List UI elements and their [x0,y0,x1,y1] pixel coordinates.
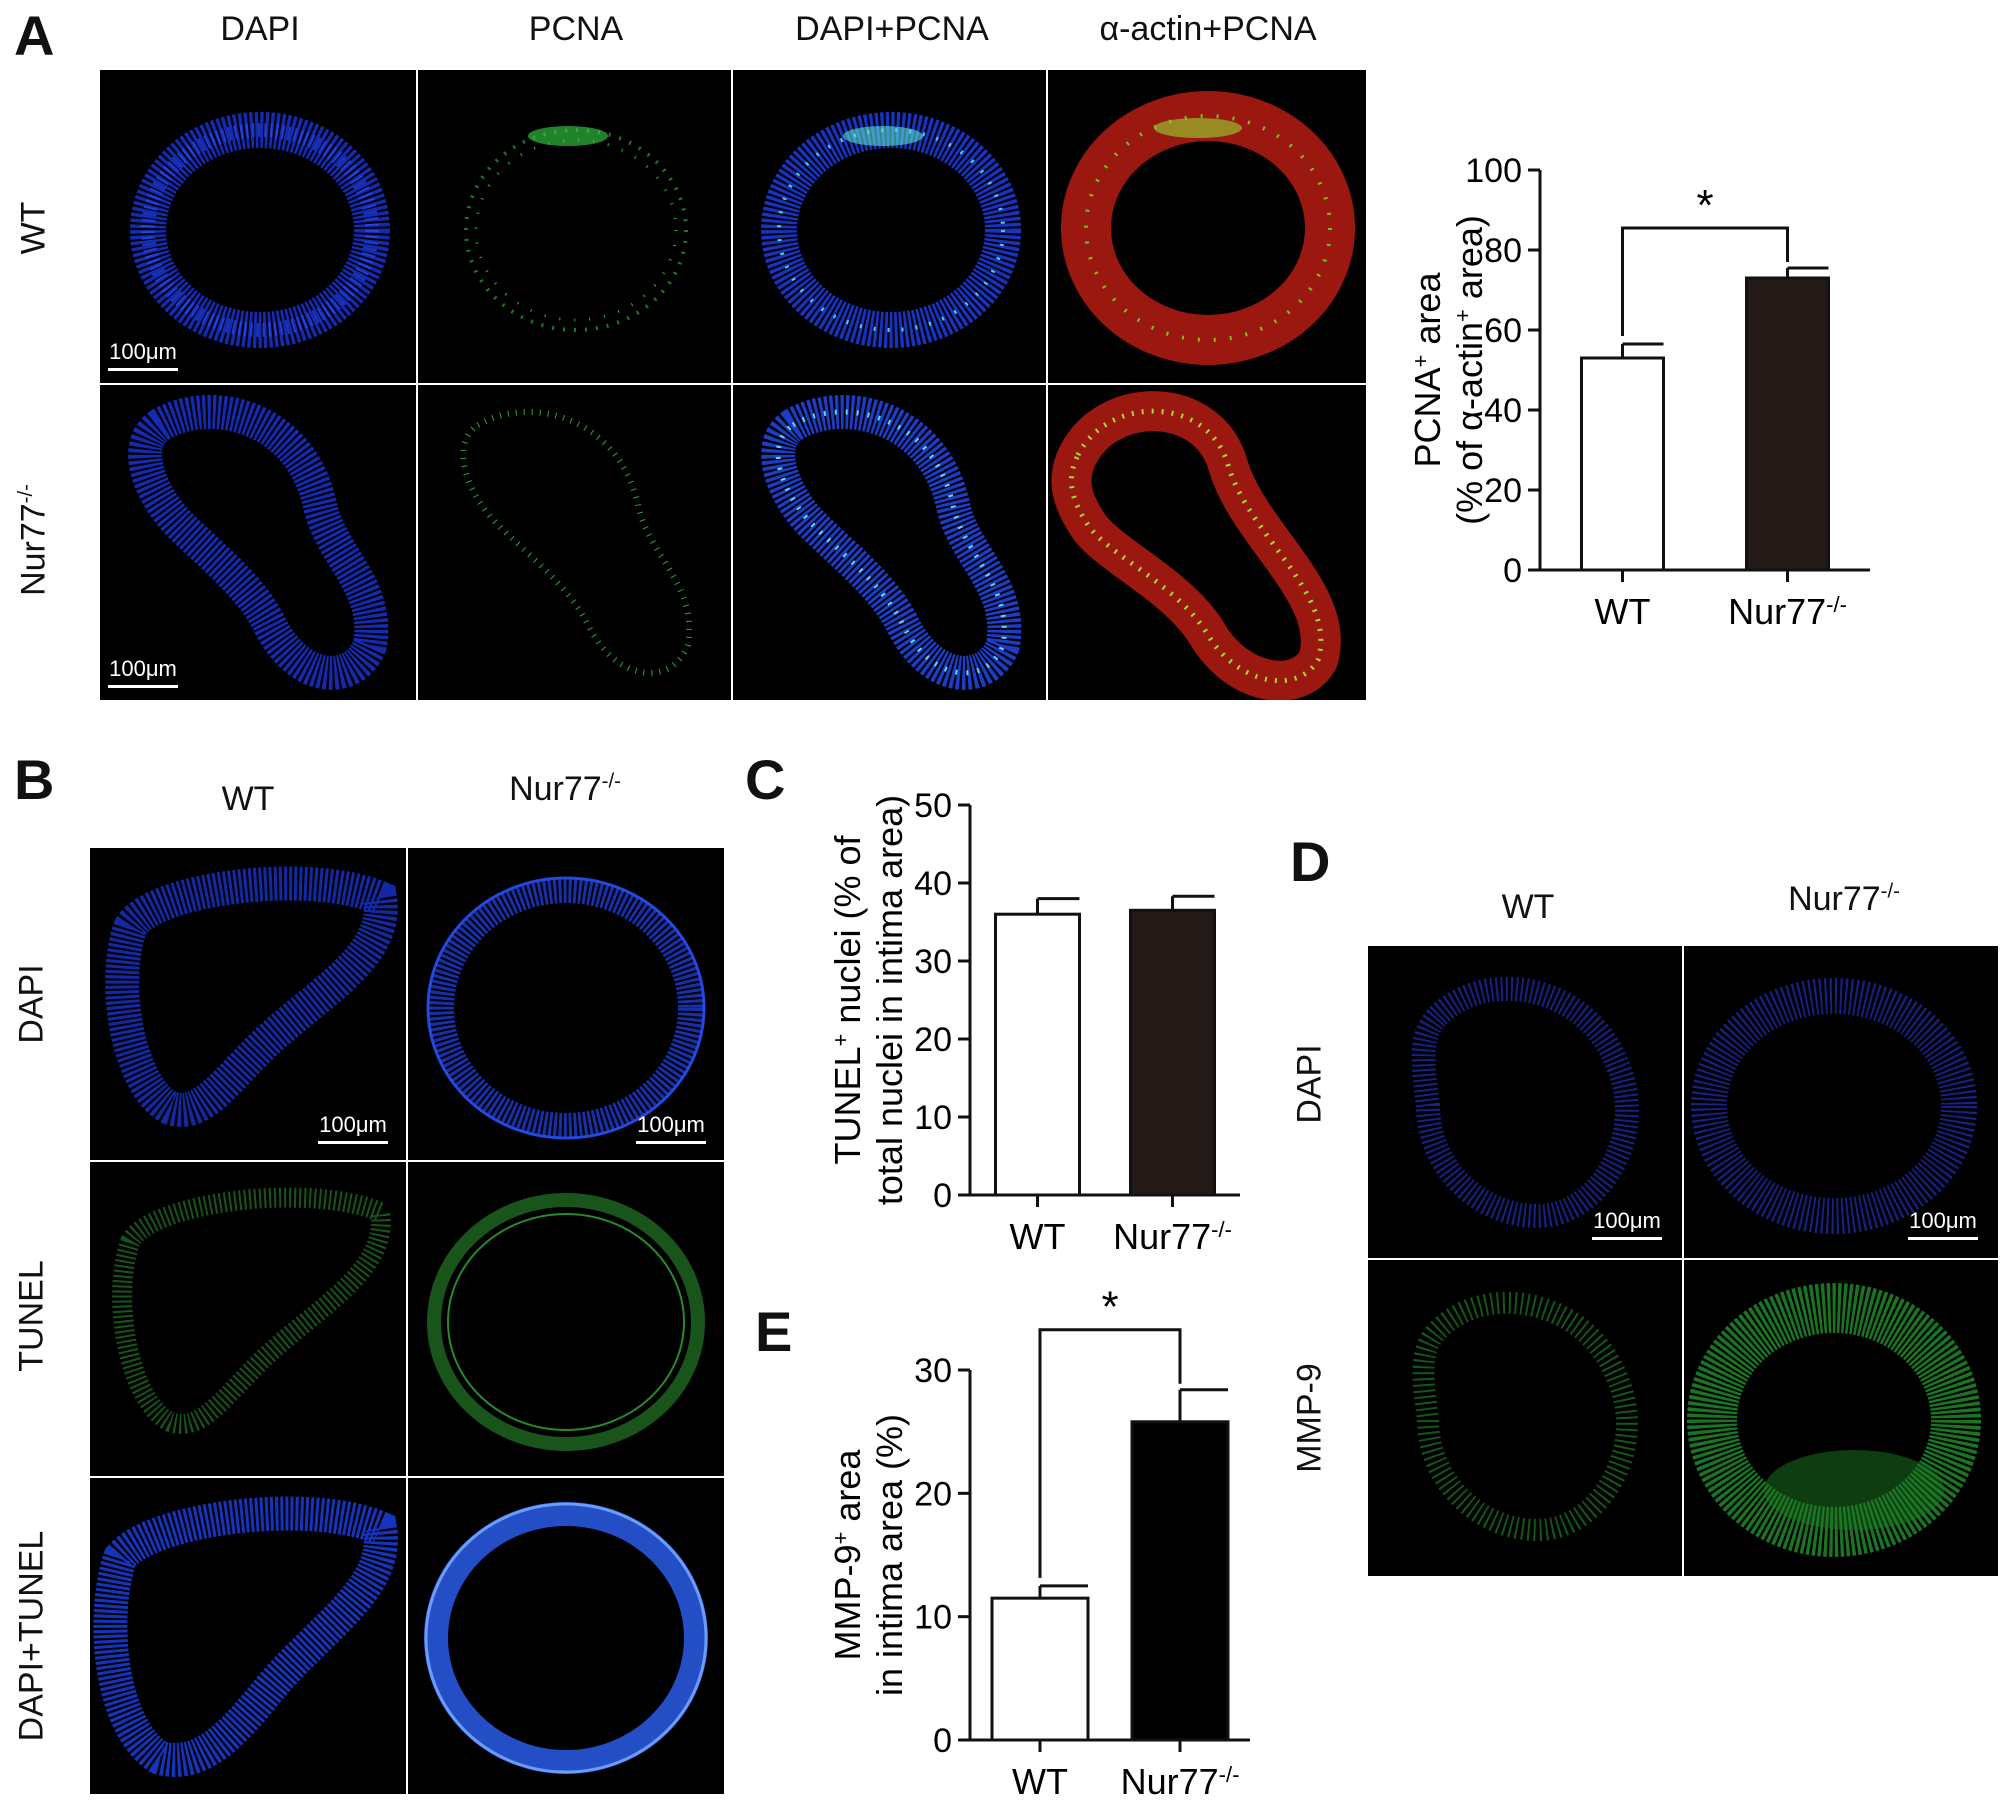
panel-c-bar-chart: 0 10 20 30 40 50 WT Nur77-/- TUNEL+ nuclei (% of… [800,760,1270,1280]
chart-c-y-axis-label: TUNEL+ nuclei (% oftotal nuclei in intim… [827,795,910,1205]
panel-a-letter: A [14,4,55,67]
panel-a-chart-svg: 0 20 40 60 80 100 WT Nur77-/- PCNA+ area(% of α-… [1407,152,1870,632]
panel-b-wt-scale-bar: 100μm [318,1112,388,1144]
panel-a-wt-pcna-image [418,70,731,383]
chart-e-significance-bracket [1038,1328,1182,1578]
chart-a-x-tick-label: Nur77-/- [1728,591,1847,632]
panel-a-wt-actin-image [1048,70,1366,383]
chart-e-bar-1 [1130,1420,1230,1742]
panel-b-row-dapi: DAPI [12,964,51,1044]
panel-d-wt-dapi-image: 100μm [1368,946,1682,1258]
panel-a-image-grid: 100μm 100μm [100,70,1366,700]
chart-e-y-tick-label: 20 [914,1475,952,1513]
panel-a-wt-merge-image [733,70,1046,383]
chart-e-bar-0 [990,1596,1090,1742]
chart-a-y-tick-label: 60 [1484,312,1522,350]
panel-d-col-nur77: Nur77-/- [1788,880,1900,918]
chart-c-y-tick-label: 40 [914,865,952,903]
chart-a-x-tick-label: WT [1595,591,1651,632]
panel-a-wt-scale-bar: 100μm [108,339,178,371]
panel-d-row-dapi: DAPI [1290,1044,1329,1124]
panel-a-nur77-actin-image [1048,385,1366,700]
chart-e-significance-star: * [1101,1283,1118,1332]
panel-a-wt-dapi-image: 100μm [100,70,416,383]
chart-a-y-tick-label: 80 [1484,232,1522,270]
chart-e-x-tick-label: WT [1012,1761,1068,1802]
panel-b-row-dapi-tunel: DAPI+TUNEL [12,1530,51,1742]
chart-a-y-axis-label: PCNA+ area(% of α-actin+ area) [1407,215,1490,525]
panel-d-col-wt: WT [1501,888,1555,926]
panel-a-col-pcna: PCNA [528,10,624,48]
panel-d-image-grid: 100μm 100μm [1368,946,1998,1576]
chart-c-x-tick-label: Nur77-/- [1113,1216,1232,1257]
chart-c-y-tick-label: 20 [914,1021,952,1059]
panel-d-letter: D [1290,830,1331,893]
panel-d-nur77-scale-bar: 100μm [1908,1208,1978,1240]
chart-e-plot: 0 10 20 30 WT Nur77-/- MMP-9+ areain intima ar… [827,1283,1250,1802]
panel-a-nur77-merge-image [733,385,1046,700]
panel-b-nur77-merge-image [408,1478,724,1794]
panel-d-wt-mmp9-image [1368,1260,1682,1576]
panel-a-col-actin-pcna: α-actin+PCNA [1099,10,1317,48]
panel-b-col-wt: WT [221,780,275,818]
panel-b-nur77-tunel-image [408,1162,724,1476]
panel-b-nur77-dapi-image: 100μm [408,848,724,1160]
chart-c-y-tick-label: 30 [914,943,952,981]
panel-e-bar-chart: 0 10 20 30 WT Nur77-/- MMP-9+ areain intima ar… [800,1283,1270,1802]
panel-e-letter: E [755,1300,793,1363]
panel-a-nur77-dapi-image: 100μm [100,385,416,700]
chart-e-y-tick-label: 0 [933,1722,952,1760]
panel-b-row-tunel: TUNEL [12,1260,51,1372]
chart-e-y-tick-label: 10 [914,1599,952,1637]
panel-a-row-nur77: Nur77-/- [14,484,53,596]
chart-c-y-tick-label: 50 [914,787,952,825]
panel-a-col-dapi-pcna: DAPI+PCNA [795,10,989,48]
panel-e-chart-svg: 0 10 20 30 WT Nur77-/- MMP-9+ areain intima ar… [827,1283,1250,1802]
panel-b-wt-dapi-image: 100μm [90,848,406,1160]
panel-d-wt-scale-bar: 100μm [1592,1208,1662,1240]
panel-a-col-dapi: DAPI [220,10,300,48]
panel-c-letter: C [745,748,786,811]
chart-a-y-tick-label: 40 [1484,392,1522,430]
panel-a-row-wt: WT [14,201,53,255]
panel-d-nur77-dapi-image: 100μm [1684,946,1998,1258]
chart-c-bar-1 [1129,908,1216,1197]
chart-a-significance-star: * [1696,181,1713,230]
panel-d-nur77-mmp9-image [1684,1260,1998,1576]
chart-e-y-tick-label: 30 [914,1352,952,1390]
chart-c-bar-0 [994,912,1081,1197]
chart-c-plot: 0 10 20 30 40 50 WT Nur77-/- TUNEL+ nuclei (% of… [827,787,1240,1257]
chart-c-y-tick-label: 0 [933,1177,952,1215]
panel-d-row-mmp9: MMP-9 [1290,1363,1329,1473]
panel-b-col-nur77: Nur77-/- [509,770,621,808]
panel-b-nur77-scale-bar: 100μm [636,1112,706,1144]
panel-a-bar-chart: 0 20 40 60 80 100 WT Nur77-/- PCNA+ area(% of α-… [1407,130,1980,650]
chart-e-x-tick-label: Nur77-/- [1121,1761,1240,1802]
chart-a-y-tick-label: 20 [1484,472,1522,510]
panel-b-letter: B [14,748,55,811]
chart-c-x-tick-label: WT [1010,1216,1066,1257]
panel-a-nur77-pcna-image [418,385,731,700]
chart-a-bar-0 [1580,356,1665,572]
panel-a-nur77-scale-bar: 100μm [108,656,178,688]
chart-a-plot: 0 20 40 60 80 100 WT Nur77-/- PCNA+ area(% of α-… [1407,152,1870,632]
chart-a-significance-bracket [1621,226,1789,336]
chart-a-y-tick-label: 0 [1503,552,1522,590]
chart-e-y-axis-label: MMP-9+ areain intima area (%) [827,1414,910,1696]
panel-b-wt-merge-image [90,1478,406,1794]
panel-b-image-grid: 100μm 100μm [90,848,724,1794]
panel-c-chart-svg: 0 10 20 30 40 50 WT Nur77-/- TUNEL+ nuclei (% of… [827,787,1240,1257]
panel-b-wt-tunel-image [90,1162,406,1476]
chart-c-y-tick-label: 10 [914,1099,952,1137]
chart-a-bar-1 [1745,276,1830,572]
chart-a-y-tick-label: 100 [1465,152,1522,190]
